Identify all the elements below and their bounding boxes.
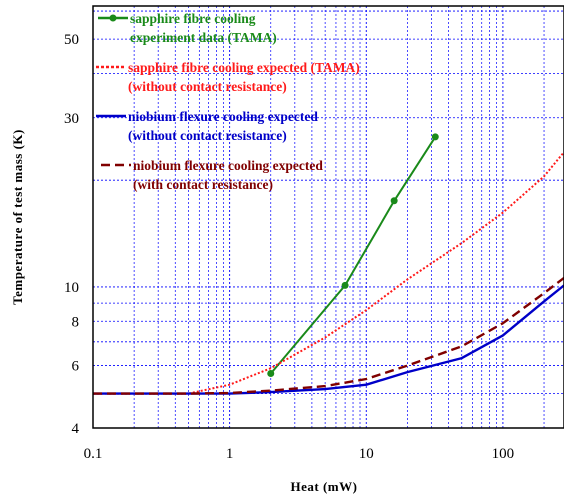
- x-tick-label: 1: [226, 446, 234, 462]
- series-layer: [93, 133, 564, 395]
- y-tick-label: 30: [64, 111, 79, 127]
- series-line-1: [93, 151, 564, 395]
- legend-label: (without contact resistance): [128, 79, 287, 94]
- legend: sapphire fibre cooling experiment data (T…: [96, 11, 360, 192]
- legend-label: niobium flexure cooling expected: [128, 109, 318, 124]
- x-tick-label: 100: [492, 446, 515, 462]
- legend-label: sapphire fibre cooling expected (TAMA): [128, 60, 360, 75]
- data-point: [431, 133, 439, 141]
- plot-area-frame: [92, 5, 564, 429]
- y-tick-label: 50: [64, 32, 79, 48]
- x-tick-label: 10: [359, 446, 374, 462]
- data-point: [341, 281, 349, 289]
- y-axis-label: Temperature of test mass (K): [10, 129, 25, 305]
- legend-label: experiment data (TAMA): [130, 30, 277, 45]
- legend-label: (without contact resistance): [128, 128, 287, 143]
- y-tick-label: 6: [72, 359, 80, 375]
- series-line-2: [93, 284, 564, 395]
- y-tick-label: 4: [72, 421, 80, 437]
- y-tick-label: 10: [64, 280, 79, 296]
- data-point: [267, 369, 275, 377]
- series-line-0: [270, 136, 437, 375]
- data-point: [390, 197, 398, 205]
- x-tick-label: 0.1: [84, 446, 103, 462]
- ticks: 0.1 1 10 100 4 6 8 10 30 50: [64, 32, 514, 462]
- legend-label: niobium flexure cooling expected: [133, 158, 323, 173]
- series-line-3: [93, 276, 564, 395]
- x-axis-label: Heat (mW): [291, 479, 358, 494]
- grid: [93, 6, 564, 428]
- y-tick-label: 8: [72, 314, 80, 330]
- legend-label: sapphire fibre cooling: [130, 11, 256, 26]
- legend-marker: [109, 14, 117, 22]
- legend-label: (with contact resistance): [133, 177, 273, 192]
